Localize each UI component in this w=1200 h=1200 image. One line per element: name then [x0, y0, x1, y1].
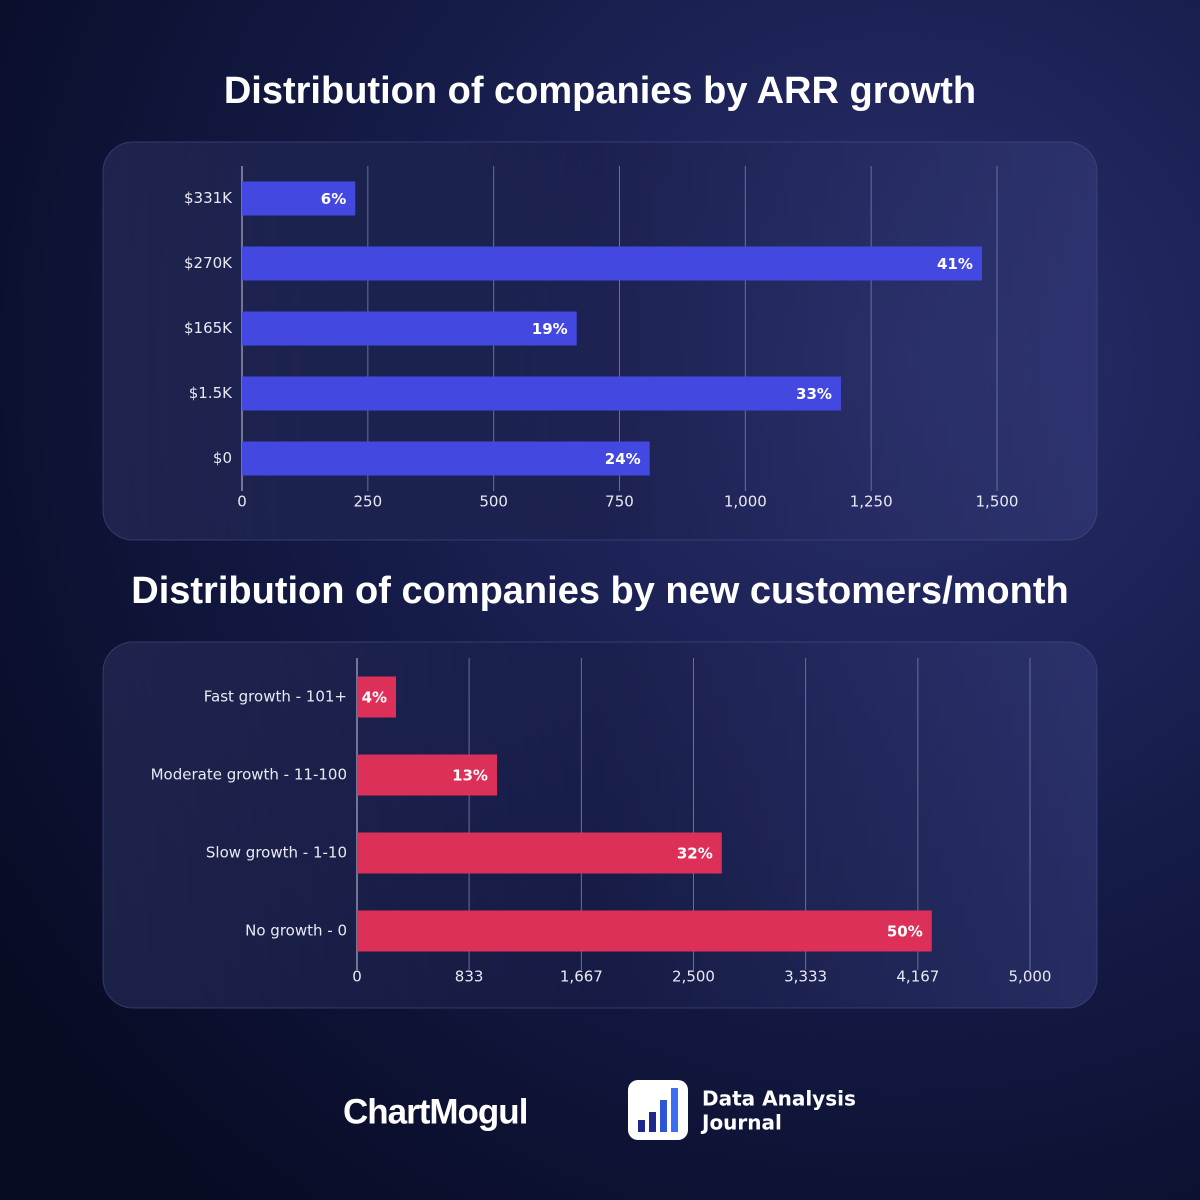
bar — [357, 676, 397, 718]
x-tick-label: 0 — [352, 968, 362, 986]
logo: ChartMogul — [343, 1092, 527, 1131]
x-tick-label: 500 — [479, 493, 508, 511]
chart-title: Distribution of companies by new custome… — [131, 570, 1068, 612]
x-tick-label: 1,250 — [850, 493, 893, 511]
x-tick-label: 833 — [455, 968, 484, 986]
bar — [357, 910, 932, 952]
bar — [242, 441, 650, 476]
y-tick-label: Moderate growth - 11-100 — [151, 766, 347, 784]
x-tick-label: 3,333 — [784, 968, 827, 986]
data-label: 32% — [677, 845, 713, 863]
bar — [357, 832, 722, 874]
bar — [242, 311, 577, 346]
bar — [242, 376, 841, 411]
icon-bar — [638, 1120, 645, 1132]
data-label: 13% — [452, 767, 488, 785]
data-label: 41% — [937, 255, 973, 273]
y-tick-label: $165K — [184, 319, 233, 337]
bar — [357, 754, 497, 796]
bar — [242, 181, 356, 216]
data-label: 50% — [887, 923, 923, 941]
y-tick-label: Fast growth - 101+ — [204, 688, 347, 706]
icon-bar — [649, 1112, 656, 1132]
panel — [102, 141, 1098, 541]
data-label: 4% — [362, 689, 387, 707]
x-tick-label: 250 — [354, 493, 383, 511]
y-tick-label: No growth - 0 — [245, 922, 347, 940]
x-tick-label: 0 — [237, 493, 247, 511]
journal-icon — [628, 1080, 688, 1140]
x-tick-label: 1,500 — [976, 493, 1019, 511]
x-tick-label: 750 — [605, 493, 634, 511]
y-tick-label: $270K — [184, 254, 233, 272]
icon-bar — [671, 1088, 678, 1132]
x-tick-label: 1,000 — [724, 493, 767, 511]
x-tick-label: 1,667 — [560, 968, 603, 986]
x-tick-label: 5,000 — [1009, 968, 1052, 986]
y-tick-label: $1.5K — [189, 384, 233, 402]
bar — [242, 246, 982, 281]
x-tick-label: 4,167 — [896, 968, 939, 986]
x-tick-label: 2,500 — [672, 968, 715, 986]
data-label: 6% — [321, 190, 346, 208]
data-label: 24% — [605, 450, 641, 468]
y-tick-label: Slow growth - 1-10 — [206, 844, 347, 862]
y-tick-label: $331K — [184, 189, 233, 207]
data-label: 33% — [796, 385, 832, 403]
chart-title: Distribution of companies by ARR growth — [224, 70, 976, 112]
data-label: 19% — [532, 320, 568, 338]
journal-name: Data Analysis — [702, 1087, 856, 1111]
icon-bar — [660, 1100, 667, 1132]
journal-name: Journal — [700, 1111, 782, 1135]
y-tick-label: $0 — [213, 449, 232, 467]
